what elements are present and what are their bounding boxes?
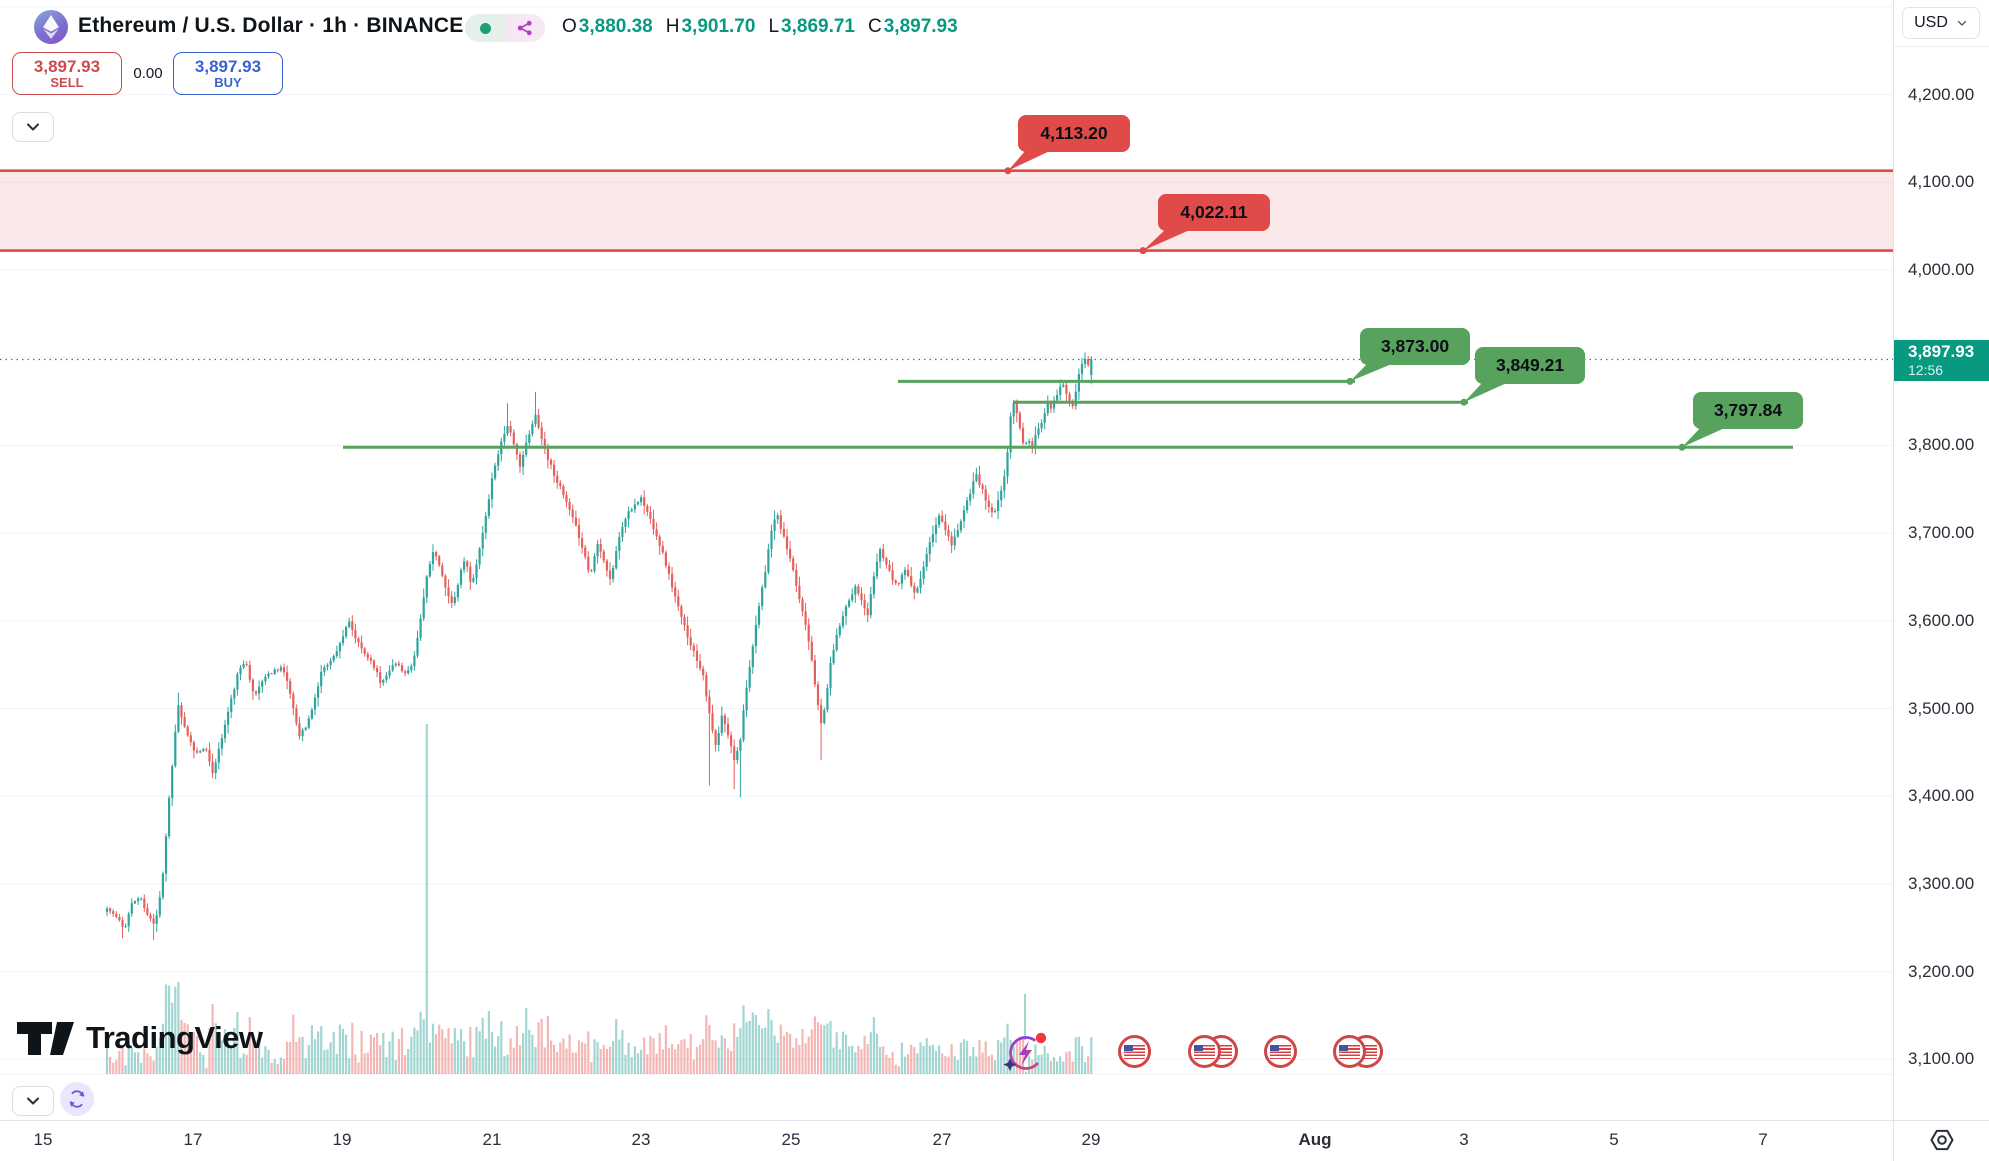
buy-price: 3,897.93 bbox=[194, 56, 262, 76]
tradingview-watermark[interactable]: TradingView bbox=[16, 1020, 263, 1056]
price-axis-label: 4,000.00 bbox=[1908, 260, 1975, 279]
current-price-value: 3,897.93 bbox=[1908, 342, 1975, 362]
tradingview-logo-icon bbox=[17, 1022, 74, 1055]
close-label: C bbox=[868, 16, 882, 37]
chart-canvas[interactable] bbox=[0, 0, 1893, 1120]
close-value: 3,897.93 bbox=[883, 16, 958, 37]
refresh-icon bbox=[69, 1090, 85, 1108]
share-icon bbox=[517, 20, 532, 36]
time-axis-label: 27 bbox=[932, 1130, 952, 1149]
high-value: 3,901.70 bbox=[681, 16, 756, 37]
currency-selector[interactable]: USD bbox=[1902, 7, 1980, 39]
axis-settings-button[interactable] bbox=[1929, 1127, 1955, 1153]
price-axis[interactable]: USD 4,200.00 4,100.00 4,000.00 3,800.00 3,70… bbox=[1893, 0, 1989, 1120]
axis-separator bbox=[1894, 46, 1989, 47]
green-dot-icon bbox=[479, 22, 491, 34]
economic-event-flag-us-icon[interactable] bbox=[1264, 1035, 1297, 1068]
buy-button[interactable]: 3,897.93 BUY bbox=[173, 52, 283, 95]
time-axis-label: Aug bbox=[1298, 1130, 1332, 1149]
open-value: 3,880.38 bbox=[578, 16, 653, 37]
time-axis-label: 23 bbox=[631, 1130, 651, 1149]
ohlc-legend: O 3,880.38 H 3,901.70 L 3,869.71 C 3,897.93 bbox=[562, 16, 958, 38]
symbol-title[interactable]: Ethereum / U.S. Dollar · 1h · BINANCE bbox=[78, 14, 464, 37]
current-price-badge: 3,897.93 12:56 bbox=[1894, 339, 1989, 381]
expand-bottom-panel-button[interactable] bbox=[12, 1086, 54, 1116]
axis-corner-divider bbox=[1893, 1120, 1894, 1161]
price-axis-label: 3,800.00 bbox=[1908, 435, 1975, 455]
support-price-label[interactable]: 3,797.84 bbox=[1693, 392, 1803, 429]
time-axis-label: 21 bbox=[482, 1130, 502, 1149]
sell-button[interactable]: 3,897.93 SELL bbox=[12, 52, 122, 95]
tradingview-watermark-text: TradingView bbox=[86, 1020, 263, 1055]
support-price-label[interactable]: 3,849.21 bbox=[1475, 347, 1585, 384]
time-axis-label: 17 bbox=[183, 1130, 203, 1149]
chevron-down-icon bbox=[27, 123, 39, 131]
spread-value: 0.00 bbox=[133, 65, 163, 82]
time-axis-label: 15 bbox=[33, 1130, 53, 1149]
economic-event-flag-us-icon[interactable] bbox=[1118, 1035, 1151, 1068]
market-open-indicator[interactable] bbox=[465, 14, 505, 42]
price-axis-label: 3,300.00 bbox=[1908, 873, 1975, 893]
sell-label: SELL bbox=[50, 74, 84, 90]
resistance-price-label[interactable]: 4,113.20 bbox=[1018, 115, 1130, 152]
chevron-down-icon bbox=[27, 1097, 39, 1105]
price-axis-label: 4,200.00 bbox=[1908, 84, 1975, 104]
price-axis-label: 3,600.00 bbox=[1908, 610, 1975, 630]
time-axis-label: 25 bbox=[781, 1130, 801, 1149]
support-price-label[interactable]: 3,873.00 bbox=[1360, 328, 1470, 365]
high-label: H bbox=[665, 16, 680, 37]
buy-label: BUY bbox=[214, 74, 242, 90]
price-axis-label: 3,700.00 bbox=[1908, 523, 1975, 543]
time-axis-label: 5 bbox=[1609, 1130, 1619, 1149]
bar-countdown: 12:56 bbox=[1908, 361, 1944, 378]
market-status-pill bbox=[465, 14, 545, 42]
time-axis[interactable]: 15 17 19 21 23 25 27 29 Aug 3 5 7 bbox=[0, 1120, 1989, 1161]
price-axis-label: 3,200.00 bbox=[1908, 961, 1975, 981]
economic-event-flag-us-icon[interactable] bbox=[1188, 1035, 1221, 1068]
time-axis-label: 29 bbox=[1081, 1130, 1101, 1149]
price-axis-label: 3,100.00 bbox=[1908, 1049, 1975, 1069]
resistance-price-label[interactable]: 4,022.11 bbox=[1158, 194, 1270, 231]
economic-event-flag-us-icon[interactable] bbox=[1333, 1035, 1366, 1068]
automation-lightning-icon[interactable] bbox=[1003, 1028, 1051, 1081]
price-axis-label: 3,400.00 bbox=[1908, 786, 1975, 806]
time-axis-label: 3 bbox=[1459, 1130, 1469, 1149]
low-label: L bbox=[768, 16, 780, 37]
time-axis-label: 7 bbox=[1758, 1130, 1768, 1149]
chevron-down-icon bbox=[1957, 20, 1967, 26]
open-label: O bbox=[562, 16, 577, 37]
price-axis-label: 4,100.00 bbox=[1908, 172, 1975, 192]
price-axis-label: 3,500.00 bbox=[1908, 698, 1975, 718]
time-axis-label: 19 bbox=[332, 1130, 352, 1149]
ethereum-logo-icon bbox=[34, 10, 68, 44]
auto-refresh-button[interactable] bbox=[60, 1082, 94, 1116]
collapse-toolbar-button[interactable] bbox=[12, 112, 54, 142]
currency-label: USD bbox=[1914, 14, 1948, 31]
low-value: 3,869.71 bbox=[781, 16, 855, 37]
sell-price: 3,897.93 bbox=[33, 56, 101, 76]
gear-icon bbox=[1930, 1129, 1954, 1151]
share-button[interactable] bbox=[505, 14, 545, 42]
